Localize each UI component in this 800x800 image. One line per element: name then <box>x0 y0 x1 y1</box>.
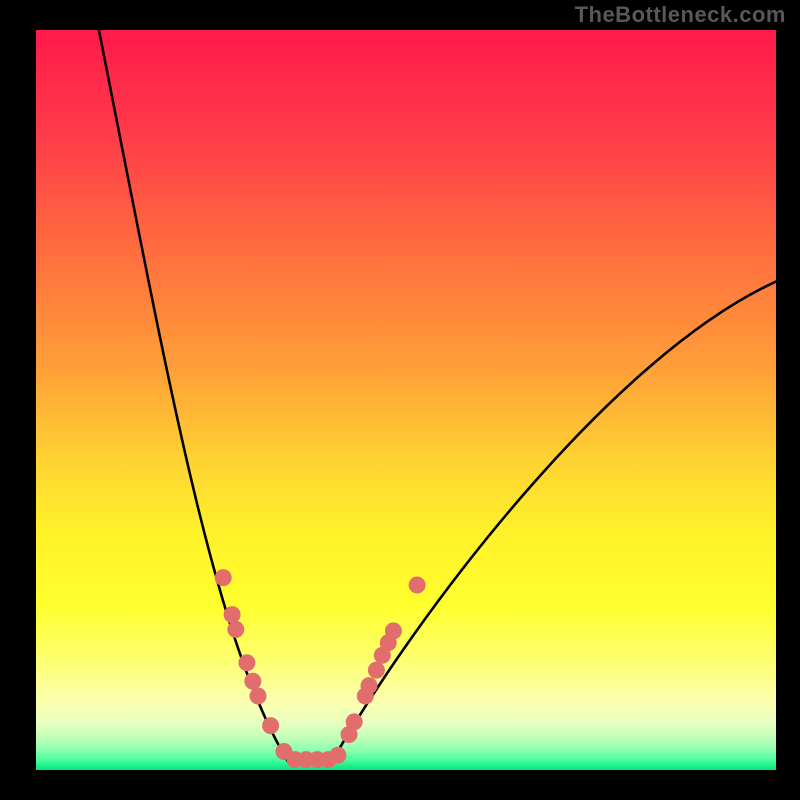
data-marker <box>329 747 346 764</box>
watermark-text: TheBottleneck.com <box>575 2 786 28</box>
data-marker <box>244 673 261 690</box>
data-marker <box>215 569 232 586</box>
stage: TheBottleneck.com <box>0 0 800 800</box>
data-marker <box>346 713 363 730</box>
data-marker <box>224 606 241 623</box>
data-marker <box>409 577 426 594</box>
bottleneck-curve <box>99 30 776 761</box>
data-marker <box>262 717 279 734</box>
chart-overlay <box>0 0 800 800</box>
data-marker <box>368 662 385 679</box>
data-marker <box>361 677 378 694</box>
data-marker <box>238 654 255 671</box>
data-markers <box>215 569 426 768</box>
data-marker <box>385 622 402 639</box>
data-marker <box>250 688 267 705</box>
data-marker <box>227 621 244 638</box>
